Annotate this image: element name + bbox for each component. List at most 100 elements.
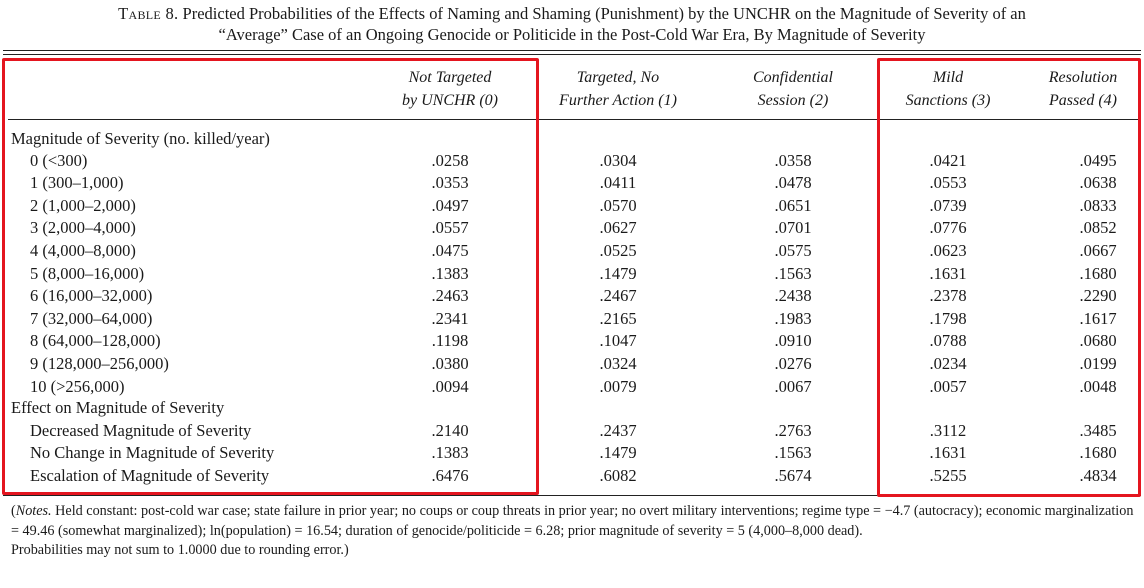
table-cell: .0478 bbox=[774, 173, 812, 193]
table-cell: .1383 bbox=[431, 443, 469, 463]
table-cell: .0475 bbox=[431, 240, 469, 260]
table-row: No Change in Magnitude of Severity .1383.… bbox=[0, 441, 1144, 464]
notes-paragraph-2: Probabilities may not sum to 1.0000 due … bbox=[11, 542, 349, 558]
table-cell: .1983 bbox=[774, 308, 812, 328]
table-cell: .1617 bbox=[1079, 308, 1117, 328]
table-cell: .4834 bbox=[1079, 465, 1117, 485]
table-cell: .0570 bbox=[599, 195, 637, 215]
column-header-2-line1: Confidential bbox=[753, 69, 833, 86]
section-heading-text: Effect on Magnitude of Severity bbox=[11, 398, 225, 417]
table-cell: .0057 bbox=[929, 376, 967, 396]
table-row: 4 (4,000–8,000) .0475 .0525 .0575 .0623 .0667 bbox=[0, 239, 1144, 262]
table-row: 10 (>256,000) .0094 .0079 .0067 .0057 .0048 bbox=[0, 375, 1144, 398]
table-row: Escalation of Magnitude of Severity .6476… bbox=[0, 464, 1144, 487]
table-cell: .6476 bbox=[431, 465, 469, 485]
table-cell: .1479 bbox=[599, 443, 637, 463]
table-cell: .0304 bbox=[599, 150, 637, 170]
table-row: 1 (300–1,000) .0353 .0411 .0478 .0553 .0638 bbox=[0, 171, 1144, 194]
column-header-1-line2: Further Action (1) bbox=[559, 92, 677, 109]
table-cell: .0411 bbox=[599, 173, 637, 193]
table-cell: .0525 bbox=[599, 240, 637, 260]
table-row: Decreased Magnitude of Severity .2140 .243… bbox=[0, 419, 1144, 442]
table-cell: .0276 bbox=[774, 353, 812, 373]
column-header-3-line1: Mild bbox=[932, 69, 964, 86]
table-cell: .0380 bbox=[431, 353, 469, 373]
table-cell: .0627 bbox=[599, 218, 637, 238]
column-header-1-line1: Targeted, No bbox=[576, 69, 660, 86]
column-header-2: Confidential Session (2) bbox=[718, 66, 868, 112]
row-label: Escalation of Magnitude of Severity bbox=[30, 465, 270, 485]
top-rule bbox=[3, 50, 1141, 51]
table-row: 7 (32,000–64,000) .2341 .2165 .1983 .1798 .16… bbox=[0, 307, 1144, 330]
table-notes: (Notes. Held constant: post-cold war cas… bbox=[11, 502, 1136, 561]
table-cell: .0094 bbox=[431, 376, 469, 396]
row-label: 5 (8,000–16,000) bbox=[30, 263, 145, 283]
table-cell: .0324 bbox=[599, 353, 637, 373]
table-cell: .6082 bbox=[599, 465, 637, 485]
table-row: 2 (1,000–2,000) .0497 .0570 .0651 .0739 .0833 bbox=[0, 194, 1144, 217]
row-label: 4 (4,000–8,000) bbox=[30, 240, 136, 260]
row-label: 2 (1,000–2,000) bbox=[30, 195, 136, 215]
column-header-4-line1: Resolution bbox=[1048, 69, 1118, 86]
highlight-box-right bbox=[877, 58, 1141, 497]
column-header-3: Mild Sanctions (3) bbox=[873, 66, 1023, 112]
table-cell: .0651 bbox=[774, 195, 812, 215]
table-cell: .3485 bbox=[1079, 420, 1117, 440]
row-label: Decreased Magnitude of Severity bbox=[30, 420, 252, 440]
table-cell: .2437 bbox=[599, 420, 637, 440]
column-header-2-line2: Session (2) bbox=[757, 92, 829, 109]
table-cell: .1798 bbox=[929, 308, 967, 328]
table-cell: .0667 bbox=[1079, 240, 1117, 260]
table-cell: .5255 bbox=[929, 465, 967, 485]
table-cell: .0079 bbox=[599, 376, 637, 396]
table-row: 9 (128,000–256,000) .0380 .0324 .0276 .0234.… bbox=[0, 352, 1144, 375]
table-cell: .1563 bbox=[774, 443, 812, 463]
table-cell: .0776 bbox=[929, 218, 967, 238]
table-cell: .0910 bbox=[774, 331, 812, 351]
table-cell: .5674 bbox=[774, 465, 812, 485]
column-header-0-line1: Not Targeted bbox=[408, 69, 492, 86]
row-label: 0 (<300) bbox=[30, 150, 88, 170]
table-row: 3 (2,000–4,000) .0557 .0627 .0701 .0776 .0852 bbox=[0, 216, 1144, 239]
table-cell: .1680 bbox=[1079, 263, 1117, 283]
caption-text-1: Predicted Probabilities of the Effects o… bbox=[182, 4, 1026, 23]
table-cell: .0358 bbox=[774, 150, 812, 170]
section-heading-severity: Magnitude of Severity (no. killed/year) bbox=[0, 127, 1144, 150]
table-cell: .0623 bbox=[929, 240, 967, 260]
table-cell: .1198 bbox=[431, 331, 469, 351]
table-caption: Table 8. Predicted Probabilities of the … bbox=[0, 3, 1144, 45]
table-cell: .0575 bbox=[774, 240, 812, 260]
top-rule-thin bbox=[3, 54, 1141, 55]
notes-text-1: Held constant: post-cold war case; state… bbox=[11, 503, 1134, 539]
table-cell: .0421 bbox=[929, 150, 967, 170]
table-cell: .1383 bbox=[431, 263, 469, 283]
column-header-3-line2: Sanctions (3) bbox=[905, 92, 991, 109]
table-cell: .1680 bbox=[1079, 443, 1117, 463]
table-cell: .0497 bbox=[431, 195, 469, 215]
table-cell: .2463 bbox=[431, 286, 469, 306]
section-heading-effect: Effect on Magnitude of Severity bbox=[0, 396, 1144, 419]
table-cell: .0234 bbox=[929, 353, 967, 373]
row-label: 9 (128,000–256,000) bbox=[30, 353, 169, 373]
table-cell: .2467 bbox=[599, 286, 637, 306]
table-cell: .3112 bbox=[929, 420, 967, 440]
column-header-4-line2: Passed (4) bbox=[1049, 92, 1117, 109]
row-label: 6 (16,000–32,000) bbox=[30, 286, 153, 306]
table-cell: .0788 bbox=[929, 331, 967, 351]
table-row: 6 (16,000–32,000) .2463 .2467 .2438 .2378 .22… bbox=[0, 284, 1144, 307]
table-row: 0 (<300) .0258 .0304 .0358 .0421 .0495 bbox=[0, 149, 1144, 172]
table-cell: .0048 bbox=[1079, 376, 1117, 396]
table-cell: .0067 bbox=[774, 376, 812, 396]
table-cell: .0638 bbox=[1079, 173, 1117, 193]
header-rule bbox=[8, 119, 1140, 120]
table-cell: .0353 bbox=[431, 173, 469, 193]
table-cell: .2378 bbox=[929, 286, 967, 306]
table-cell: .0701 bbox=[774, 218, 812, 238]
column-header-0-line2: by UNCHR (0) bbox=[402, 92, 498, 109]
table-cell: .1631 bbox=[929, 263, 967, 283]
bottom-rule bbox=[3, 495, 1141, 496]
table-cell: .0258 bbox=[431, 150, 469, 170]
row-label: 3 (2,000–4,000) bbox=[30, 218, 136, 238]
table-cell: .0833 bbox=[1079, 195, 1117, 215]
